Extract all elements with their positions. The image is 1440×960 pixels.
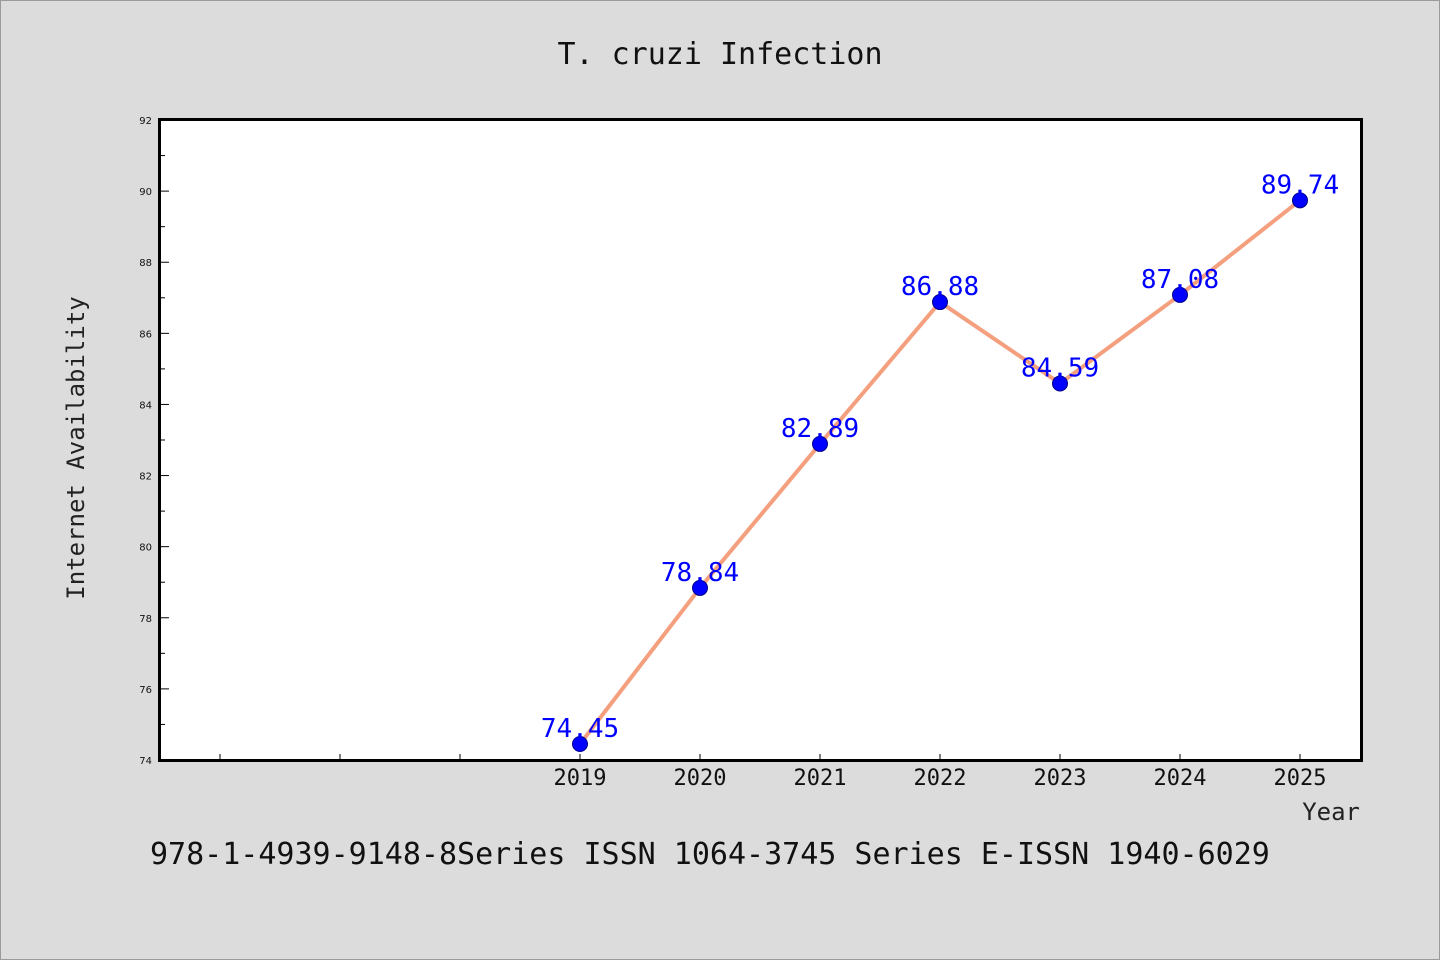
y-tick-label: 80: [139, 543, 152, 554]
y-tick-label: 86: [139, 329, 152, 340]
x-tick-label: 2024: [1154, 766, 1207, 791]
x-tick-label: 2021: [794, 766, 847, 791]
series-layer: [572, 192, 1308, 752]
x-tick-label: 2022: [914, 766, 967, 791]
y-tick-label: 78: [139, 614, 152, 625]
y-axis-label: Internet Availability: [62, 296, 90, 599]
data-point: [932, 294, 948, 311]
data-point: [1052, 375, 1068, 392]
y-tick-label: 84: [139, 400, 152, 411]
x-axis: 2019 2020 2021 2022 2023 2024 2025: [219, 754, 1327, 791]
y-tick-label: 82: [139, 472, 152, 483]
y-tick-label: 76: [139, 685, 152, 696]
data-point: [692, 579, 708, 596]
data-label: 87.08: [1141, 265, 1219, 295]
x-tick-label: 2025: [1274, 766, 1327, 791]
data-label: 89.74: [1261, 170, 1339, 200]
y-tick-label: 74: [139, 756, 152, 767]
data-labels-layer: 74.45 78.84 82.89 86.88 84.59 87.08 89.74: [541, 170, 1339, 744]
data-point: [812, 435, 828, 452]
data-label: 84.59: [1021, 353, 1099, 383]
chart-title: T. cruzi Infection: [557, 37, 882, 72]
x-tick-label: 2020: [674, 766, 727, 791]
data-label: 86.88: [901, 272, 979, 302]
y-tick-label: 92: [139, 116, 152, 127]
data-point: [1172, 286, 1188, 303]
data-label: 74.45: [541, 714, 619, 744]
footer-isbn-issn: 978-1-4939-9148-8Series ISSN 1064-3745 S…: [150, 837, 1270, 872]
x-axis-label: Year: [1302, 798, 1360, 826]
x-tick-label: 2023: [1034, 766, 1087, 791]
data-label: 82.89: [781, 414, 859, 444]
data-label: 78.84: [661, 558, 739, 588]
y-axis: 74 76 78 80 82 84 86 88 90 92: [139, 116, 169, 767]
data-point: [572, 736, 588, 752]
y-tick-label: 90: [139, 187, 152, 198]
data-point: [1292, 192, 1308, 209]
plot-area: [158, 118, 1363, 762]
x-tick-label: 2019: [554, 766, 607, 791]
y-tick-label: 88: [139, 258, 152, 269]
